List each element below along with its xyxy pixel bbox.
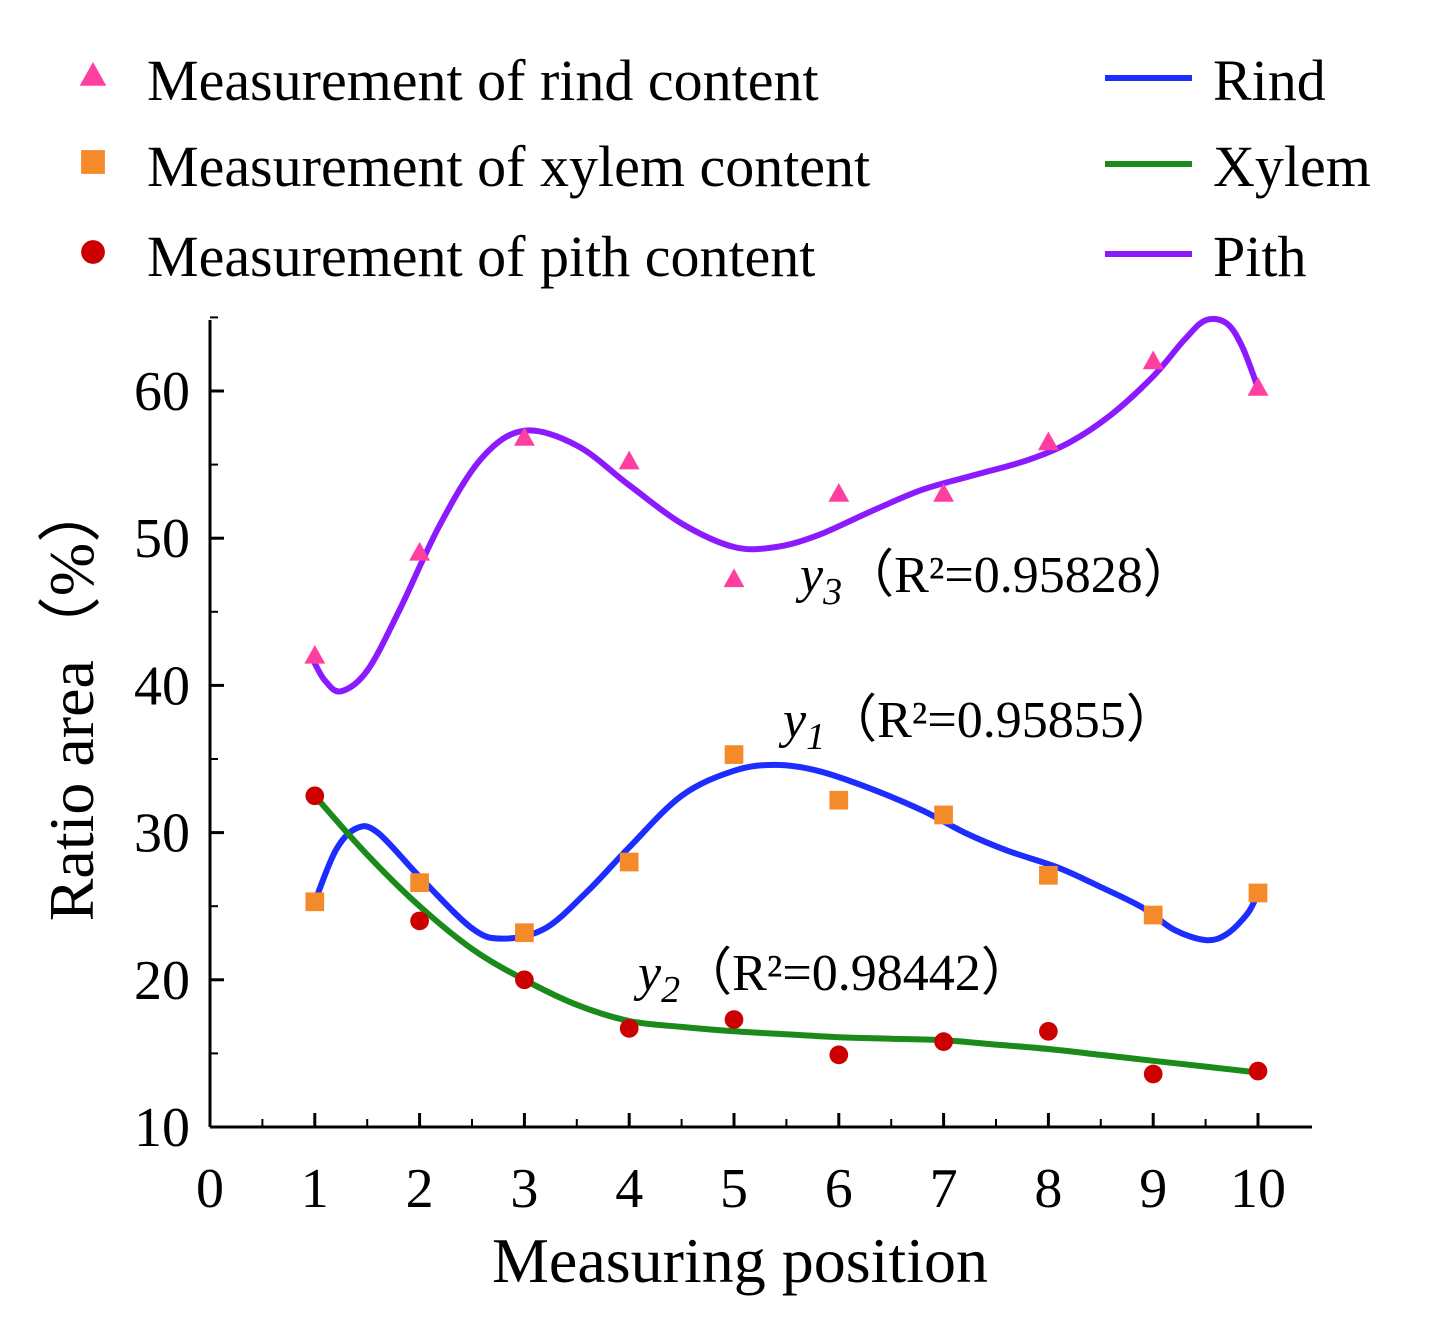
legend-line-label: Xylem — [1213, 134, 1371, 199]
fit-variable: y — [778, 692, 807, 749]
x-tick-label: 9 — [1139, 1158, 1167, 1220]
y-axis-title: Ratio area（%） — [36, 479, 107, 922]
fit-annotations: y3（R²=0.95828）y1（R²=0.95855）y2（R²=0.9844… — [633, 547, 1195, 1011]
x-tick-label: 8 — [1034, 1158, 1062, 1220]
y-tick-label: 30 — [134, 803, 190, 865]
rind-point — [723, 568, 745, 588]
rind-point — [513, 427, 535, 446]
fit-variable: y — [633, 945, 662, 1002]
xylem-point — [934, 805, 953, 825]
xylem-point — [1143, 905, 1163, 925]
legend-label: Measurement of pith content — [147, 224, 815, 289]
pith-point — [515, 970, 534, 990]
pith-point — [829, 1045, 849, 1065]
fit-annotation: y2（R²=0.98442） — [633, 945, 1033, 1011]
xylem-point — [1248, 883, 1268, 903]
pith-point — [305, 786, 325, 806]
pith-point — [410, 911, 429, 931]
rind-point — [618, 450, 640, 470]
rind-point — [1247, 377, 1269, 396]
legend-marker-2 — [81, 150, 105, 174]
fit-annotation: y3（R²=0.95828） — [795, 547, 1195, 613]
rind-point — [304, 644, 326, 664]
rind-point — [409, 541, 431, 561]
x-tick-label: 7 — [930, 1158, 958, 1220]
data-points — [304, 350, 1269, 1084]
rind-point — [1142, 350, 1164, 370]
fit-r-squared: （R²=0.95828） — [842, 547, 1195, 604]
legend: Measurement of rind content Measurement o… — [79, 48, 1371, 289]
x-tick-label: 6 — [825, 1158, 853, 1220]
y-tick-label: 60 — [134, 361, 190, 423]
legend-line-label: Rind — [1213, 48, 1326, 113]
legend-marker-3 — [81, 240, 105, 264]
axes: 0 1 2 3 4 5 6 7 8 9 10 10 20 30 40 50 60 Measuring positi… — [36, 316, 1312, 1296]
plot-area — [304, 315, 1269, 1084]
pith-point — [1039, 1021, 1058, 1041]
x-tick-label: 1 — [301, 1158, 329, 1220]
rind-point — [1037, 431, 1059, 451]
rind-point — [933, 483, 955, 502]
fit-subscript: 2 — [661, 969, 680, 1011]
fit-subscript: 1 — [806, 716, 825, 758]
x-tick-label: 10 — [1230, 1158, 1286, 1220]
fit-annotation: y1（R²=0.95855） — [778, 692, 1178, 758]
y-tick-label: 20 — [134, 950, 190, 1012]
pith-point — [1143, 1064, 1163, 1084]
pith-point — [619, 1019, 639, 1038]
x-tick-label: 0 — [196, 1158, 224, 1220]
fit-subscript: 3 — [822, 571, 842, 613]
xylem-point — [619, 852, 639, 872]
fit-variable: y — [795, 547, 824, 604]
x-tick-label: 5 — [720, 1158, 748, 1220]
y-tick-label: 10 — [134, 1097, 190, 1159]
fit-r-squared: （R²=0.98442） — [680, 945, 1033, 1002]
pith-point — [934, 1032, 953, 1051]
xylem-point — [829, 790, 849, 810]
x-axis-title: Measuring position — [492, 1225, 988, 1296]
y-tick-label: 50 — [134, 508, 190, 570]
xylem-point — [410, 873, 429, 892]
xylem-point — [305, 892, 325, 912]
y-tick-label: 40 — [134, 655, 190, 717]
fit-r-squared: （R²=0.95855） — [825, 692, 1178, 749]
x-tick-label: 2 — [406, 1158, 434, 1220]
legend-label: Measurement of rind content — [147, 48, 819, 113]
xylem-point — [724, 745, 744, 764]
x-tick-label: 4 — [615, 1158, 643, 1220]
pith-point — [1248, 1061, 1268, 1081]
legend-label: Measurement of xylem content — [147, 134, 870, 199]
line-xylem — [311, 792, 1261, 1076]
line-rind — [311, 761, 1261, 944]
legend-marker-1 — [79, 62, 107, 86]
legend-line-label: Pith — [1213, 224, 1307, 289]
line-pith — [311, 315, 1261, 695]
x-tick-label: 3 — [510, 1158, 538, 1220]
xylem-point — [1039, 865, 1058, 885]
xylem-point — [515, 923, 534, 943]
pith-point — [724, 1010, 744, 1029]
rind-point — [828, 483, 850, 502]
